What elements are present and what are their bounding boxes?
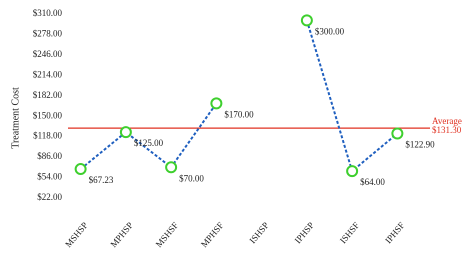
x-tick-label: IPHSF <box>383 220 406 245</box>
x-tick-label: MPHSP <box>108 220 135 249</box>
y-tick-label: $54.00 <box>37 172 62 182</box>
x-tick-label: MSHSP <box>63 220 90 249</box>
data-label: $122.90 <box>405 140 435 150</box>
y-tick-label: $118.00 <box>33 131 62 141</box>
y-tick-label: $278.00 <box>33 29 63 39</box>
x-tick-label: MPHSF <box>199 220 226 249</box>
average-value-label: $131.30 <box>432 125 462 135</box>
average-label: Average <box>432 116 462 126</box>
point <box>165 161 178 174</box>
x-tick-label: MSHSF <box>154 220 181 249</box>
y-tick-label: $86.00 <box>37 151 62 161</box>
y-tick-label: $214.00 <box>33 69 63 79</box>
data-label: $125.00 <box>134 138 164 148</box>
point <box>119 126 132 139</box>
x-tick-label: ISHSP <box>247 220 270 245</box>
y-axis-title: Treatment Cost <box>10 87 21 149</box>
y-tick-label: $22.00 <box>37 192 62 202</box>
data-label: $64.00 <box>360 177 385 187</box>
data-label: $300.00 <box>315 26 345 36</box>
x-tick-label: ISHSF <box>338 220 361 245</box>
series-line <box>79 20 399 173</box>
data-label: $170.00 <box>224 109 254 119</box>
point <box>346 165 359 178</box>
point <box>210 97 223 110</box>
y-tick-label: $150.00 <box>33 110 63 120</box>
y-tick-label: $310.00 <box>33 8 63 18</box>
data-label: $70.00 <box>179 173 204 183</box>
y-tick-label: $182.00 <box>33 90 63 100</box>
point <box>391 127 404 140</box>
y-tick-label: $246.00 <box>33 49 63 59</box>
point <box>300 14 313 27</box>
point <box>74 163 87 176</box>
data-label: $67.23 <box>89 175 114 185</box>
x-tick-label: IPHSP <box>293 220 316 245</box>
